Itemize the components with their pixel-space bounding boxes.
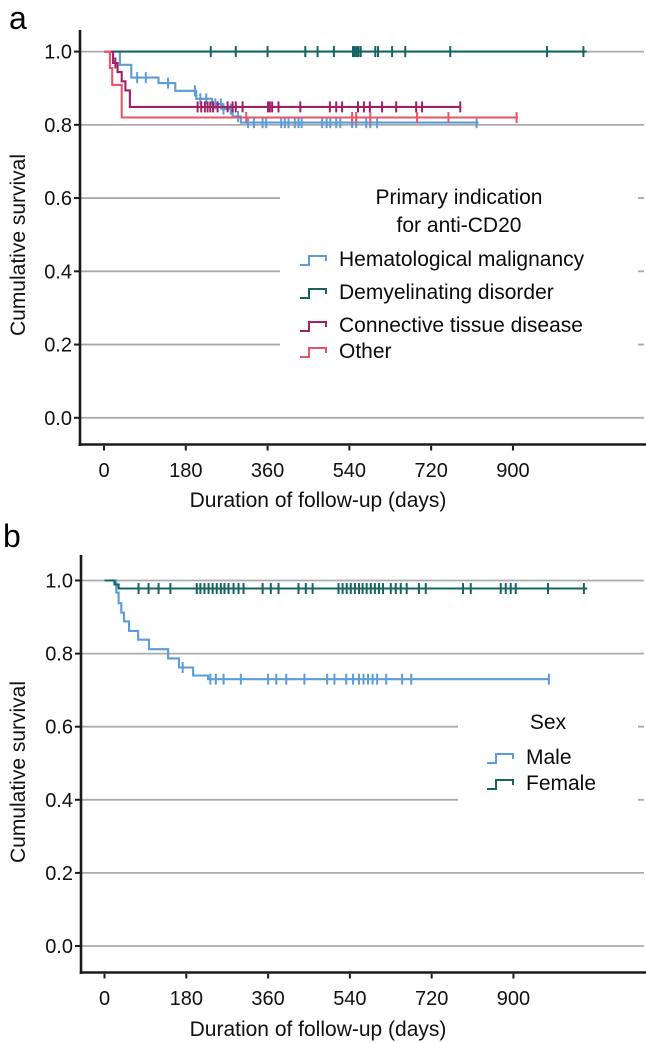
x-axis-title: Duration of follow-up (days) xyxy=(190,489,447,512)
x-tick-label: 0 xyxy=(98,460,109,482)
legend-step-glyph-path xyxy=(300,255,327,266)
legend-primary-indication: Primary indication for anti-CD20 Hematol… xyxy=(280,178,638,374)
y-tick-label: 0.0 xyxy=(44,408,72,430)
y-tick-label: 0.6 xyxy=(44,188,72,210)
x-tick-label: 540 xyxy=(333,988,366,1010)
y-axis-title: Cumulative survival xyxy=(7,681,30,863)
legend-item-label: Hematological malignancy xyxy=(339,248,585,271)
legend-step-glyph-icon xyxy=(487,779,514,790)
legend-step-glyph-icon xyxy=(300,255,327,266)
y-tick-label: 0.2 xyxy=(45,863,73,885)
x-tick-label: 180 xyxy=(170,988,203,1010)
legend-step-glyph-path xyxy=(300,288,327,299)
x-tick-label: 540 xyxy=(333,460,366,482)
panel-b-label: b xyxy=(3,518,21,554)
y-tick-label: 0.8 xyxy=(45,644,73,666)
curve-male xyxy=(104,579,550,681)
x-axis-title: Duration of follow-up (days) xyxy=(190,1018,447,1041)
legend-step-glyph-icon xyxy=(300,347,327,358)
legend-step-glyph-icon xyxy=(300,288,327,299)
x-tick-label: 720 xyxy=(415,988,448,1010)
y-tick-label: 0.6 xyxy=(45,717,73,739)
legend-item-other: Other xyxy=(299,340,392,364)
y-tick-label: 0.2 xyxy=(44,335,72,357)
legend-item-label: Connective tissue disease xyxy=(339,314,583,337)
x-tick-label: 360 xyxy=(251,988,284,1010)
y-tick-label: 1.0 xyxy=(44,42,72,64)
x-tick-label: 0 xyxy=(99,988,110,1010)
legend-b-title: Sex xyxy=(458,709,638,737)
curve-connective-tissue-disease xyxy=(104,50,462,108)
legend-step-glyph-path xyxy=(300,321,327,332)
legend-item-connective-tissue-disease: Connective tissue disease xyxy=(299,314,583,338)
panel-a-label: a xyxy=(9,0,27,36)
x-tick-label: 900 xyxy=(497,988,530,1010)
legend-step-glyph-path xyxy=(487,779,514,790)
x-tick-label: 360 xyxy=(251,460,284,482)
y-tick-label: 0.8 xyxy=(44,115,72,137)
x-tick-label: 720 xyxy=(414,460,447,482)
legend-step-glyph-icon xyxy=(487,753,514,764)
legend-step-glyph-icon xyxy=(300,321,327,332)
legend-step-glyph-path xyxy=(487,753,514,764)
curve-hematological-malignancy xyxy=(104,50,479,124)
legend-a-title: Primary indication for anti-CD20 xyxy=(280,184,638,240)
legend-b-title-line1: Sex xyxy=(529,711,567,734)
y-tick-label: 0.0 xyxy=(45,936,73,958)
x-tick-label: 180 xyxy=(169,460,202,482)
legend-item-label: Demyelinating disorder xyxy=(339,281,554,304)
legend-item-female: Female xyxy=(486,772,596,796)
legend-sex: Sex Male Female xyxy=(458,702,638,802)
legend-step-glyph-path xyxy=(300,347,327,358)
legend-item-hematological-malignancy: Hematological malignancy xyxy=(299,248,584,272)
legend-item-label: Other xyxy=(339,340,392,363)
legend-a-title-line2: for anti-CD20 xyxy=(396,214,522,237)
curve-other xyxy=(104,50,518,119)
x-tick-label: 900 xyxy=(496,460,529,482)
legend-item-label: Male xyxy=(526,746,572,769)
legend-a-title-line1: Primary indication xyxy=(375,186,543,209)
y-tick-label: 0.4 xyxy=(45,790,73,812)
y-tick-label: 0.4 xyxy=(44,261,72,283)
legend-item-label: Female xyxy=(526,772,597,795)
legend-item-demyelinating-disorder: Demyelinating disorder xyxy=(299,281,554,305)
y-axis-title: Cumulative survival xyxy=(7,154,30,336)
legend-item-male: Male xyxy=(486,746,572,770)
y-tick-label: 1.0 xyxy=(45,571,73,593)
